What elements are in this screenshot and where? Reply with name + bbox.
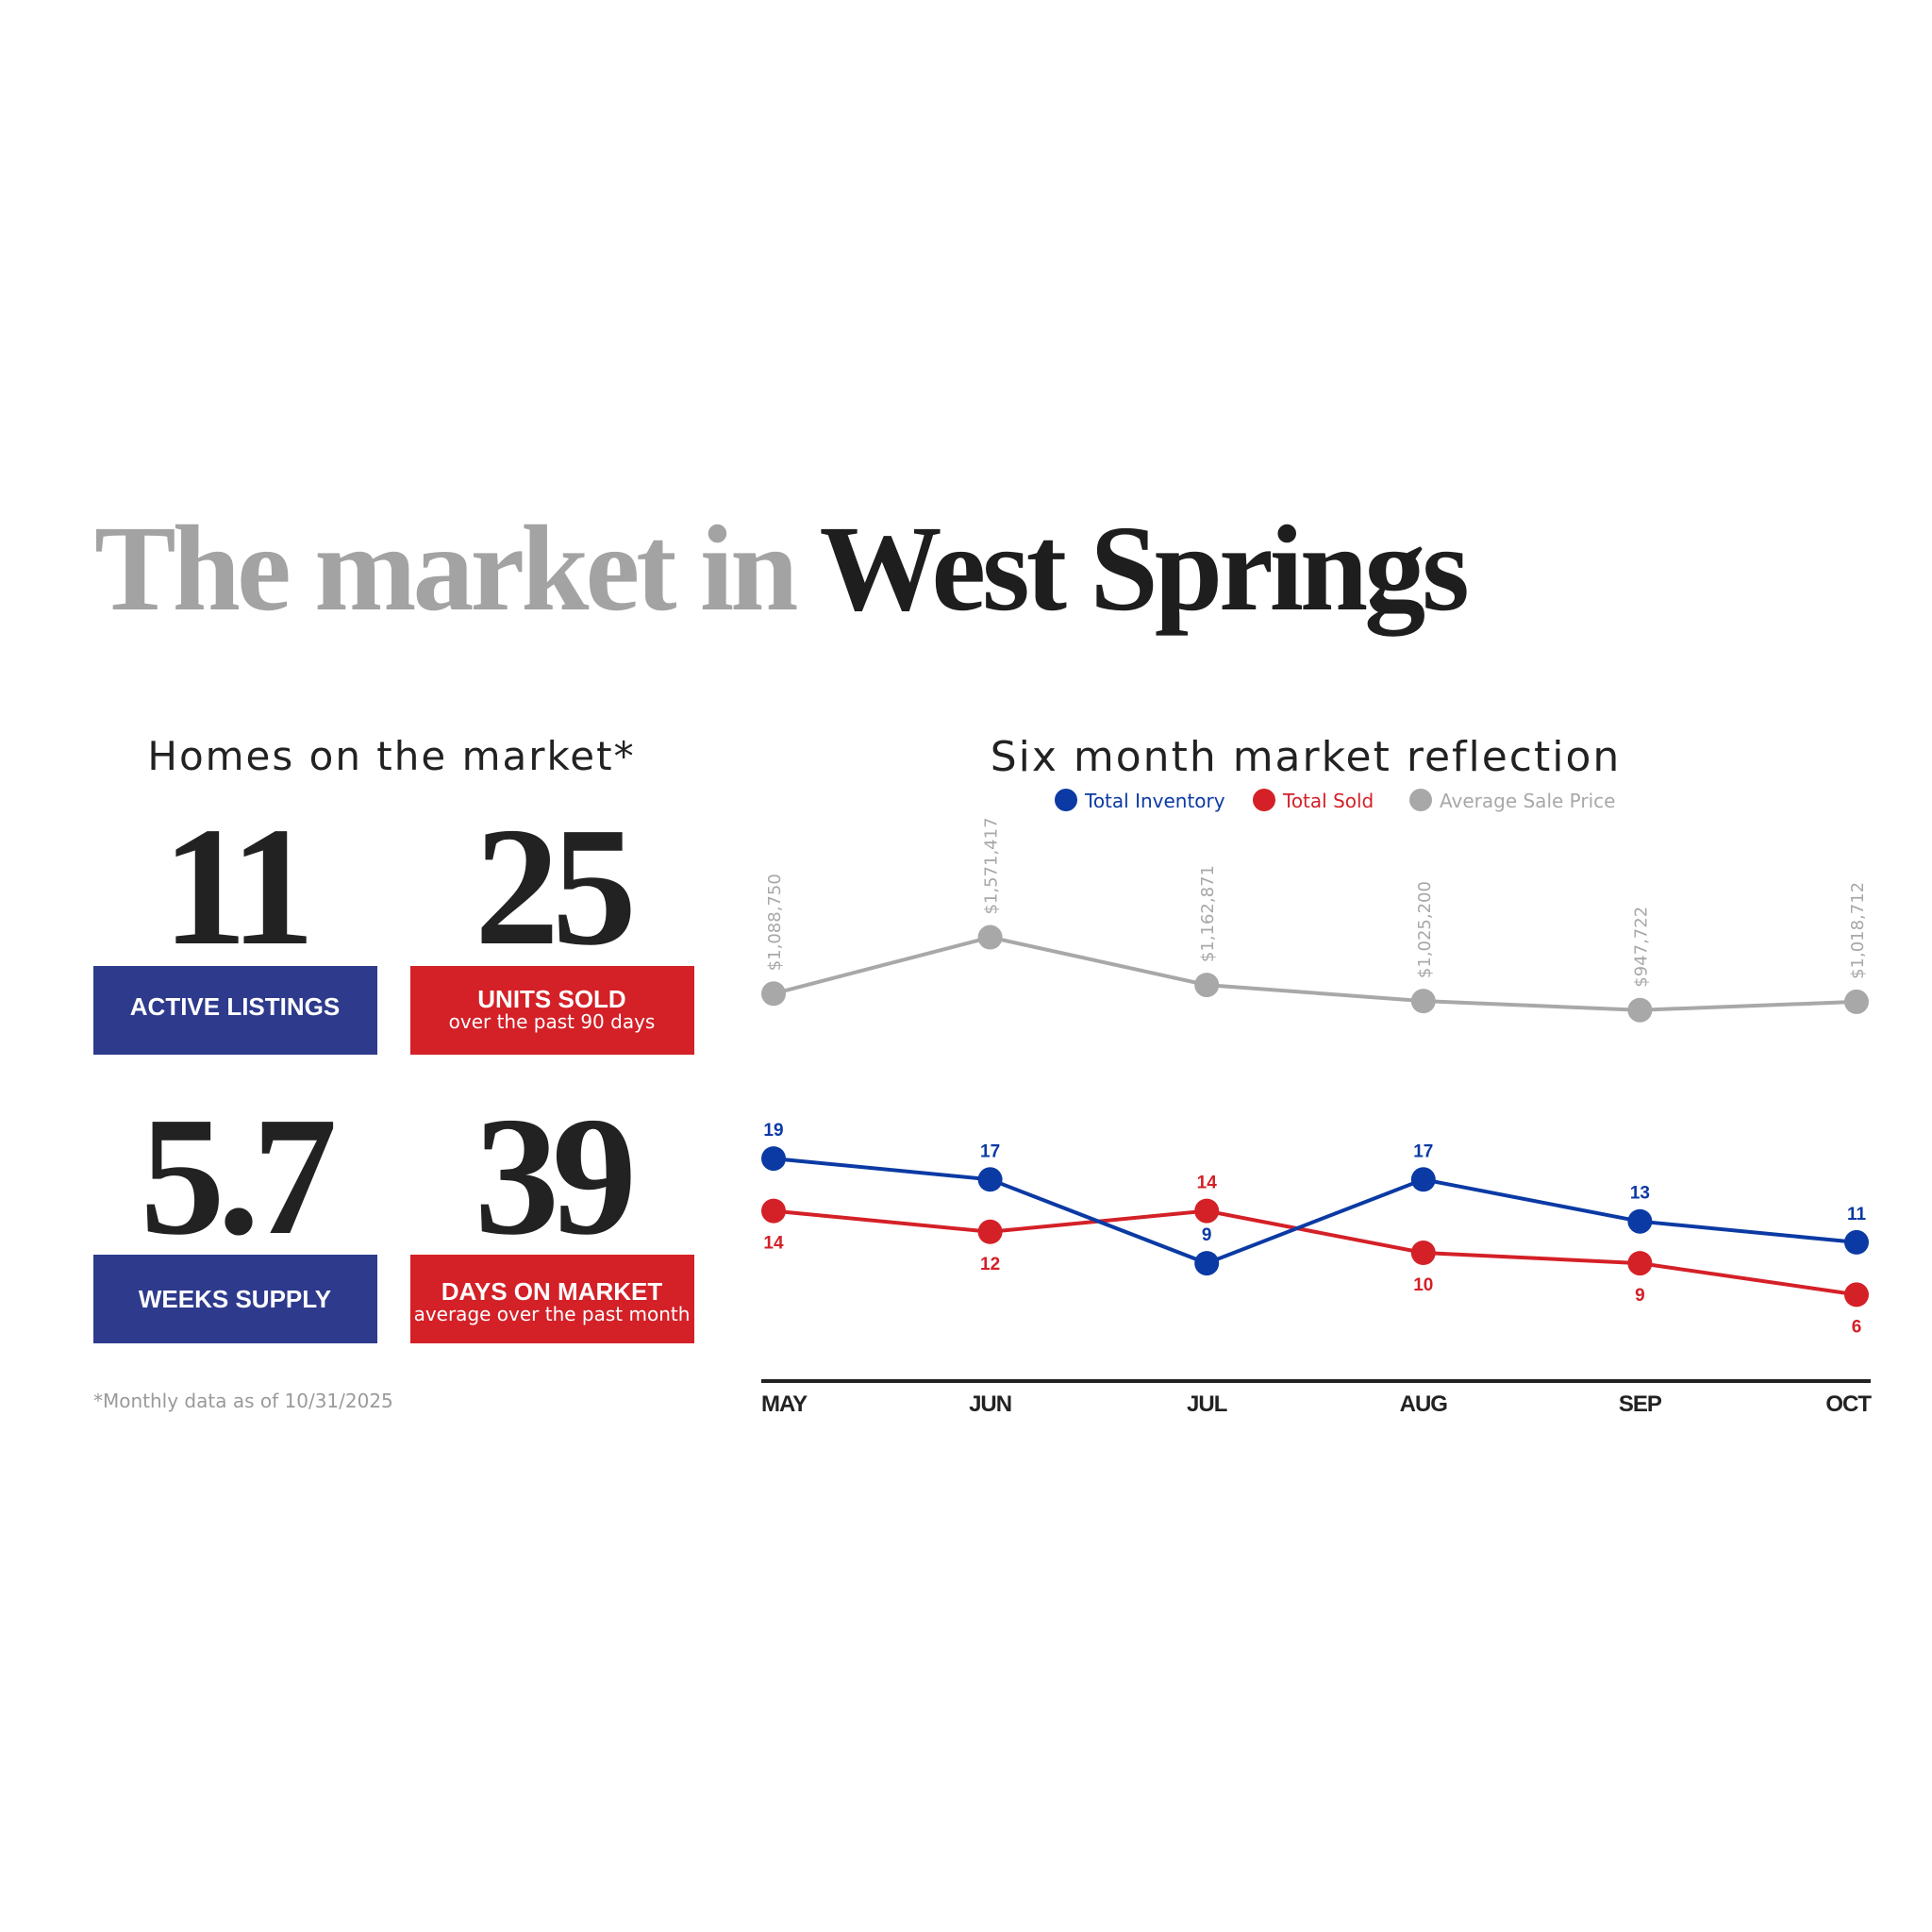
legend-swatch <box>1253 789 1275 811</box>
data-label: 17 <box>1413 1141 1433 1161</box>
stat-value: 11 <box>162 792 308 980</box>
data-label: $1,162,871 <box>1198 865 1218 962</box>
legend-label: Total Inventory <box>1084 790 1225 812</box>
legend-swatch <box>1409 789 1432 811</box>
data-label: 9 <box>1202 1225 1212 1245</box>
data-label: $1,018,712 <box>1848 882 1868 979</box>
data-point <box>1410 1241 1436 1265</box>
data-label: 14 <box>763 1234 784 1254</box>
stats-heading: Homes on the market* <box>147 733 635 779</box>
data-point <box>977 1219 1003 1244</box>
x-tick-label: MAY <box>761 1391 808 1417</box>
data-label: 9 <box>1635 1286 1645 1306</box>
data-point <box>1194 973 1220 998</box>
data-point <box>977 924 1003 950</box>
page-title: The market in West Springs <box>94 501 1467 637</box>
stat-label: WEEKS SUPPLY <box>139 1285 331 1313</box>
card-box <box>410 1255 694 1343</box>
data-label: 14 <box>1197 1174 1218 1193</box>
x-tick-label: JUN <box>969 1391 1011 1417</box>
data-point <box>1627 1208 1653 1234</box>
series-line <box>773 1157 1857 1266</box>
stat-value: 39 <box>475 1082 631 1270</box>
data-point <box>1627 997 1653 1023</box>
card-box <box>410 966 694 1055</box>
stat-sublabel: average over the past month <box>414 1303 691 1325</box>
data-label: 13 <box>1630 1184 1650 1204</box>
footnote: *Monthly data as of 10/31/2025 <box>93 1390 393 1412</box>
series-line <box>773 935 1857 1012</box>
stat-label: ACTIVE LISTINGS <box>130 992 340 1021</box>
data-label: $1,088,750 <box>765 874 785 971</box>
data-label: $1,571,417 <box>982 817 1002 914</box>
x-tick-label: JUL <box>1187 1391 1227 1417</box>
stat-value: 25 <box>475 792 631 980</box>
title-lead: The market in <box>94 501 797 637</box>
data-point <box>1194 1251 1220 1276</box>
series-line <box>773 1208 1857 1297</box>
data-label: 6 <box>1852 1317 1862 1337</box>
card-box <box>93 966 377 1055</box>
data-label: 10 <box>1413 1275 1433 1295</box>
data-point <box>1627 1251 1653 1276</box>
title-place: West Springs <box>820 501 1468 637</box>
data-point <box>1410 989 1436 1014</box>
data-point <box>977 1167 1003 1192</box>
stat-sublabel: over the past 90 days <box>449 1010 656 1033</box>
data-point <box>1844 1282 1869 1307</box>
stat-value: 5.7 <box>141 1082 334 1270</box>
data-point <box>1844 989 1869 1014</box>
data-label: 17 <box>980 1141 1000 1161</box>
chart-title: Six month market reflection <box>991 733 1622 781</box>
data-point <box>1844 1229 1869 1255</box>
data-point <box>761 1146 786 1172</box>
data-point <box>761 981 786 1007</box>
data-label: $1,025,200 <box>1415 881 1435 978</box>
data-point <box>1410 1167 1436 1192</box>
data-label: 19 <box>763 1121 783 1141</box>
stat-label: DAYS ON MARKET <box>441 1277 663 1306</box>
data-label: $947,722 <box>1631 907 1651 988</box>
stat-label: UNITS SOLD <box>477 985 625 1013</box>
legend-label: Total Sold <box>1282 790 1374 812</box>
card-box <box>93 1255 377 1343</box>
data-label: 12 <box>980 1255 1000 1274</box>
x-tick-label: AUG <box>1400 1391 1448 1417</box>
x-tick-label: OCT <box>1825 1391 1872 1417</box>
data-label: 11 <box>1847 1205 1867 1224</box>
x-tick-label: SEP <box>1619 1391 1662 1417</box>
data-point <box>1194 1198 1220 1224</box>
data-point <box>761 1198 786 1224</box>
legend-label: Average Sale Price <box>1440 790 1615 812</box>
legend-swatch <box>1055 789 1077 811</box>
